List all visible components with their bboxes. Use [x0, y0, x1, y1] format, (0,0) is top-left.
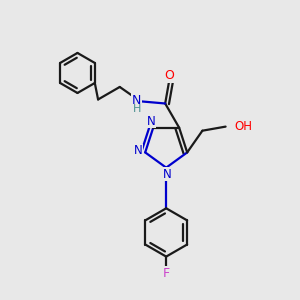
Text: N: N [132, 94, 141, 107]
Text: OH: OH [234, 120, 252, 133]
Text: N: N [162, 168, 171, 181]
Text: F: F [163, 267, 170, 280]
Text: N: N [134, 144, 142, 158]
Text: H: H [133, 104, 141, 114]
Text: O: O [164, 69, 174, 82]
Text: N: N [146, 115, 155, 128]
